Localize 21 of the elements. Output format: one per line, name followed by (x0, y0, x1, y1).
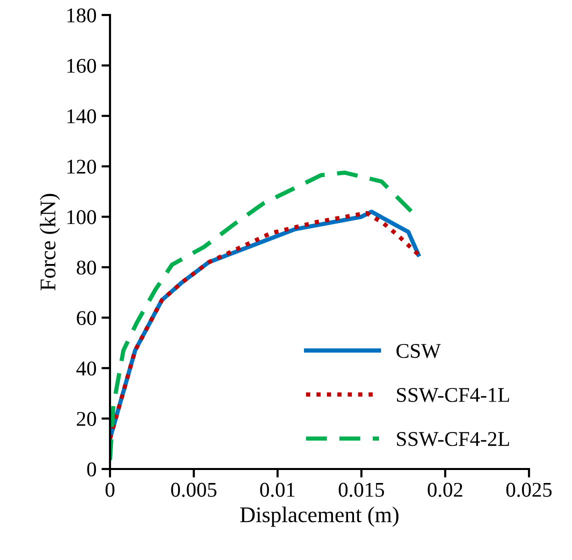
x-tick-label: 0 (106, 482, 114, 497)
y-tick-label: 40 (76, 361, 96, 376)
x-tick-label: 0.015 (338, 482, 384, 497)
x-tick-label: 0.01 (260, 482, 295, 497)
y-tick-label: 120 (67, 160, 96, 174)
y-tick-label: 180 (67, 8, 96, 22)
y-tick-label: 140 (67, 109, 96, 124)
y-tick-label: 80 (76, 260, 96, 275)
y-tick-label: 60 (76, 311, 96, 326)
legend-label: CSW (396, 344, 441, 358)
legend-label: SSW-CF4-1L (397, 388, 510, 402)
x-tick-label: 0.005 (171, 482, 216, 497)
x-axis-title: Displacement (m) (240, 506, 398, 527)
legend-label: SSW-CF4-2L (397, 432, 510, 446)
y-tick-label: 0 (87, 462, 96, 476)
y-tick-label: 160 (67, 58, 96, 73)
y-axis-title: Force (kN) (40, 194, 60, 290)
x-tick-label: 0.025 (506, 482, 552, 497)
y-tick-label: 100 (67, 210, 96, 224)
y-tick-label: 20 (76, 412, 96, 426)
x-tick-label: 0.02 (428, 482, 462, 497)
